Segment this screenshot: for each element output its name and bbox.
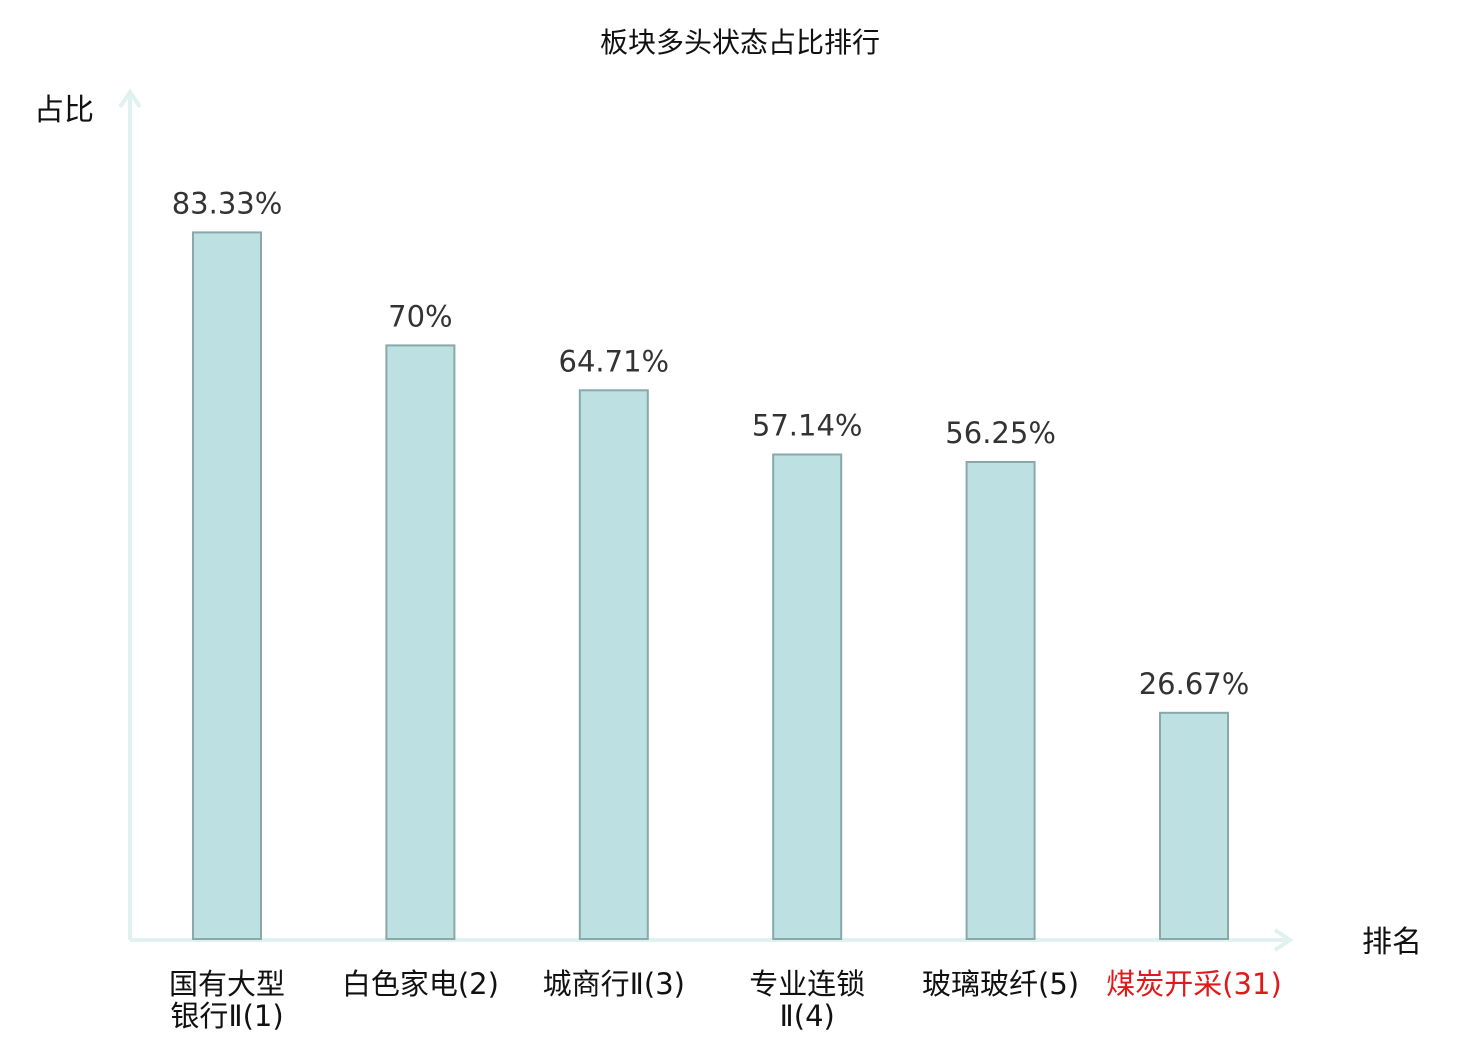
value-label-5: 56.25%: [945, 416, 1056, 450]
category-label-4: 专业连锁 Ⅱ(4): [749, 967, 865, 1033]
value-label-4: 57.14%: [752, 409, 863, 443]
bar-3: [578, 389, 649, 940]
value-label-6: 26.67%: [1139, 667, 1250, 701]
y-axis-label: 占比: [34, 93, 94, 128]
bar-5: [965, 461, 1036, 940]
chart-title: 板块多头状态占比排行: [600, 26, 880, 59]
bars-group: [192, 231, 1229, 940]
category-label-line: 专业连锁: [749, 967, 865, 1001]
category-label-line: 国有大型: [169, 967, 285, 1001]
category-labels-group: 国有大型银行Ⅱ(1) 白色家电(2) 城商行Ⅱ(3) 专业连锁 Ⅱ(4) 玻璃玻纤(5) 煤…: [169, 967, 1282, 1033]
value-label-3: 64.71%: [559, 344, 670, 378]
bar-4: [772, 453, 843, 940]
bar-6: [1159, 711, 1229, 940]
bar-2: [385, 344, 456, 940]
category-label-2: 白色家电(2): [342, 967, 499, 1001]
category-label-1: 国有大型银行Ⅱ(1): [169, 967, 285, 1033]
category-label-line: 银行Ⅱ(1): [170, 999, 283, 1033]
category-label-line: 玻璃玻纤(5): [922, 967, 1079, 1001]
category-label-line: 白色家电(2): [342, 967, 499, 1001]
x-axis-label: 排名: [1362, 925, 1422, 960]
category-label-line: 煤炭开采(31): [1106, 967, 1282, 1001]
value-labels-group: 83.33% 70% 64.71% 57.14% 56.25% 26.67%: [172, 186, 1250, 700]
axes: [118, 88, 1294, 952]
bar-1: [192, 231, 262, 940]
y-axis-arrow: [118, 88, 142, 109]
category-label-line: Ⅱ(4): [780, 999, 835, 1033]
value-label-1: 83.33%: [172, 186, 283, 220]
x-axis-arrow: [1273, 928, 1294, 952]
category-label-line: 城商行Ⅱ(3): [543, 967, 685, 1001]
category-label-5: 玻璃玻纤(5): [922, 967, 1079, 1001]
category-label-3: 城商行Ⅱ(3): [543, 967, 685, 1001]
category-label-6: 煤炭开采(31): [1106, 967, 1282, 1001]
value-label-2: 70%: [388, 299, 452, 333]
